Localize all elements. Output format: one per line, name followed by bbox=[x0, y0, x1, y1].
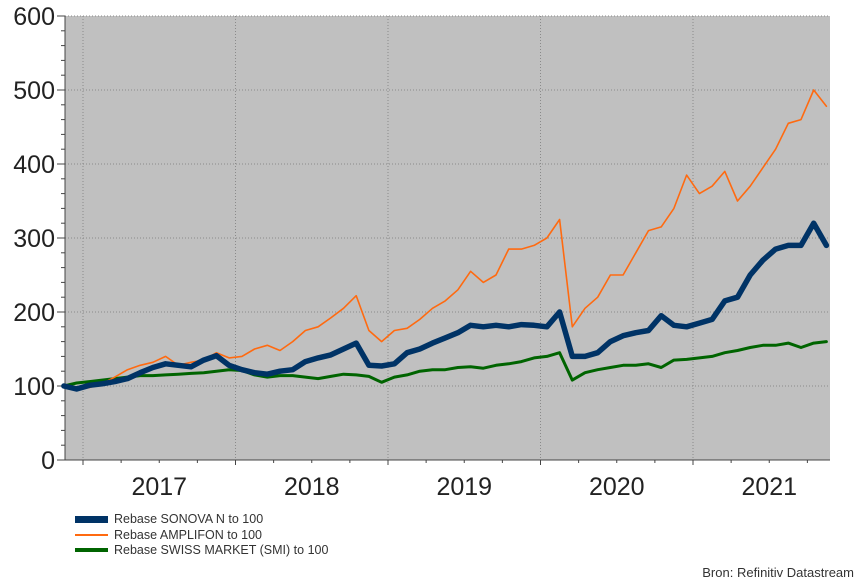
plot-area bbox=[65, 16, 830, 460]
y-tick-label: 0 bbox=[41, 447, 55, 475]
x-tick-label: 2018 bbox=[284, 473, 340, 501]
source-note: Bron: Refinitiv Datastream bbox=[702, 565, 854, 580]
series-line-amplifon bbox=[63, 89, 828, 391]
y-tick-label: 100 bbox=[13, 373, 55, 401]
y-tick-label: 400 bbox=[13, 151, 55, 179]
legend-label-smi: Rebase SWISS MARKET (SMI) to 100 bbox=[114, 543, 329, 557]
legend-item-smi: Rebase SWISS MARKET (SMI) to 100 bbox=[75, 543, 328, 557]
legend-label-amplifon: Rebase AMPLIFON to 100 bbox=[114, 528, 262, 542]
legend-swatch-smi bbox=[75, 548, 108, 552]
legend-label-sonova: Rebase SONOVA N to 100 bbox=[114, 512, 264, 526]
x-tick-label: 2019 bbox=[436, 473, 492, 501]
legend-swatch-amplifon bbox=[75, 534, 108, 536]
y-tick-label: 500 bbox=[13, 77, 55, 105]
x-tick-label: 2017 bbox=[131, 473, 187, 501]
x-tick-label: 2021 bbox=[741, 473, 797, 501]
y-tick-label: 200 bbox=[13, 299, 55, 327]
y-tick-label: 600 bbox=[13, 3, 55, 31]
legend-item-sonova: Rebase SONOVA N to 100 bbox=[75, 512, 263, 526]
legend-item-amplifon: Rebase AMPLIFON to 100 bbox=[75, 528, 262, 542]
x-tick-label: 2020 bbox=[589, 473, 645, 501]
legend-swatch-sonova bbox=[75, 515, 108, 523]
y-tick-label: 300 bbox=[13, 225, 55, 253]
series-line-sonova bbox=[61, 220, 830, 392]
series-line-smi bbox=[62, 340, 828, 388]
